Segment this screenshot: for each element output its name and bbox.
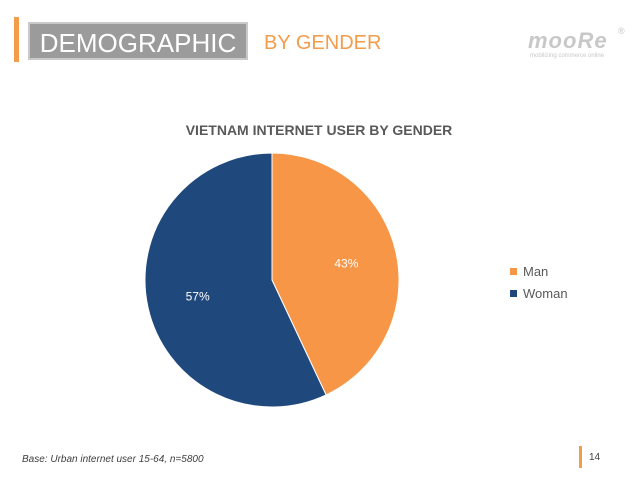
header-accent-bar <box>14 17 19 62</box>
legend-label-woman: Woman <box>523 285 568 301</box>
pie-slice-man <box>271 152 400 396</box>
data-label-woman: 57% <box>186 290 210 304</box>
data-label-man: 43% <box>334 256 358 270</box>
logo-registered-mark: ® <box>618 26 625 36</box>
legend-swatch-woman <box>510 289 517 297</box>
legend-swatch-man <box>510 267 517 275</box>
section-title: DEMOGRAPHIC <box>28 22 248 60</box>
logo-wordmark: mooRe <box>528 28 608 53</box>
legend-item-man: Man <box>510 260 568 282</box>
chart-legend: Man Woman <box>510 260 568 304</box>
page-number: 14 <box>589 452 601 463</box>
brand-logo: mooRe ® mobilizing commerce online <box>528 26 626 64</box>
pie-slice-woman <box>144 152 327 408</box>
chart-title: VIETNAM INTERNET USER BY GENDER <box>185 122 453 138</box>
page-number-bar <box>579 446 582 468</box>
legend-label-man: Man <box>523 263 549 279</box>
section-subtitle: BY GENDER <box>264 32 382 54</box>
footnote: Base: Urban internet user 15-64, n=5800 <box>22 454 204 465</box>
logo-tagline: mobilizing commerce online <box>530 53 605 59</box>
legend-item-woman: Woman <box>510 282 568 304</box>
